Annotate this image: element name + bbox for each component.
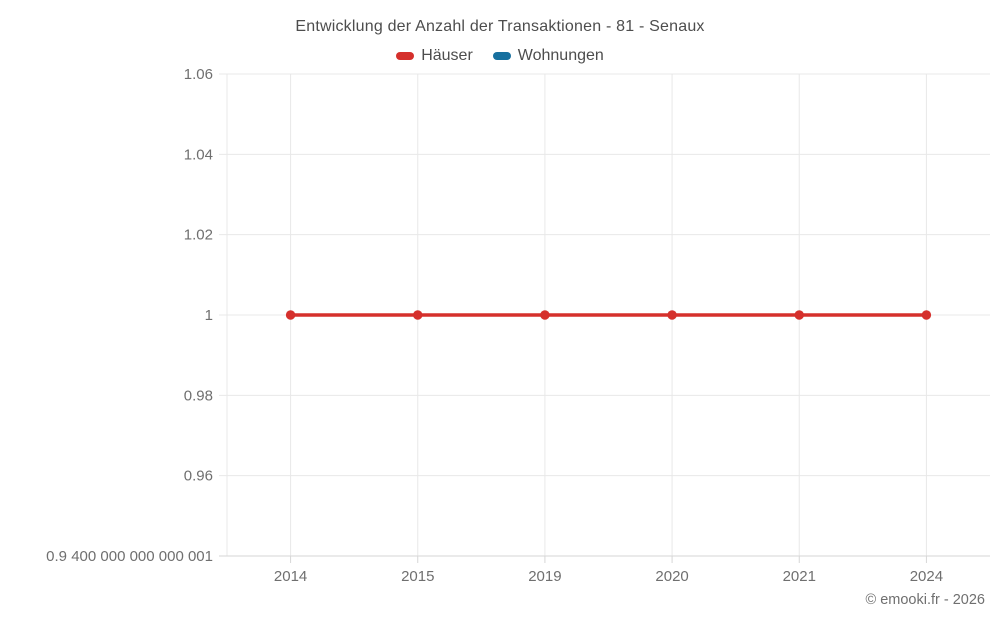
- legend-swatch-haeuser-icon: [396, 52, 415, 60]
- data-point[interactable]: [794, 310, 804, 320]
- y-axis-label: 0.98: [184, 387, 213, 404]
- data-point[interactable]: [285, 310, 296, 320]
- data-point[interactable]: [667, 310, 677, 320]
- x-axis-label: 2014: [274, 568, 307, 585]
- y-axis-label: 0.96: [184, 468, 213, 485]
- legend-item-haeuser[interactable]: Häuser: [396, 47, 473, 65]
- x-axis-label: 2020: [655, 568, 688, 585]
- y-axis-label: 1.06: [184, 66, 213, 83]
- data-point[interactable]: [921, 310, 932, 320]
- y-axis-label: 1.04: [184, 146, 213, 163]
- x-axis-label: 2019: [528, 568, 561, 585]
- legend-swatch-wohnungen-icon: [492, 52, 511, 60]
- legend-label-haeuser: Häuser: [421, 47, 473, 64]
- legend-item-wohnungen[interactable]: Wohnungen: [492, 47, 604, 65]
- data-point[interactable]: [413, 310, 423, 320]
- legend-label-wohnungen: Wohnungen: [517, 47, 604, 64]
- data-point[interactable]: [540, 310, 550, 320]
- x-axis-label: 2015: [401, 568, 434, 585]
- y-axis-label: 1.02: [184, 227, 213, 244]
- chart-title: Entwicklung der Anzahl der Transaktionen…: [295, 18, 705, 35]
- x-axis-label: 2024: [910, 568, 943, 585]
- x-axis-label: 2021: [783, 568, 816, 585]
- y-axis-label: 1: [205, 307, 213, 324]
- y-axis-label: 0.9 400 000 000 000 001: [46, 548, 213, 565]
- legend: Häuser Wohnungen: [0, 46, 1000, 66]
- copyright-footer: © emooki.fr - 2026: [865, 592, 985, 608]
